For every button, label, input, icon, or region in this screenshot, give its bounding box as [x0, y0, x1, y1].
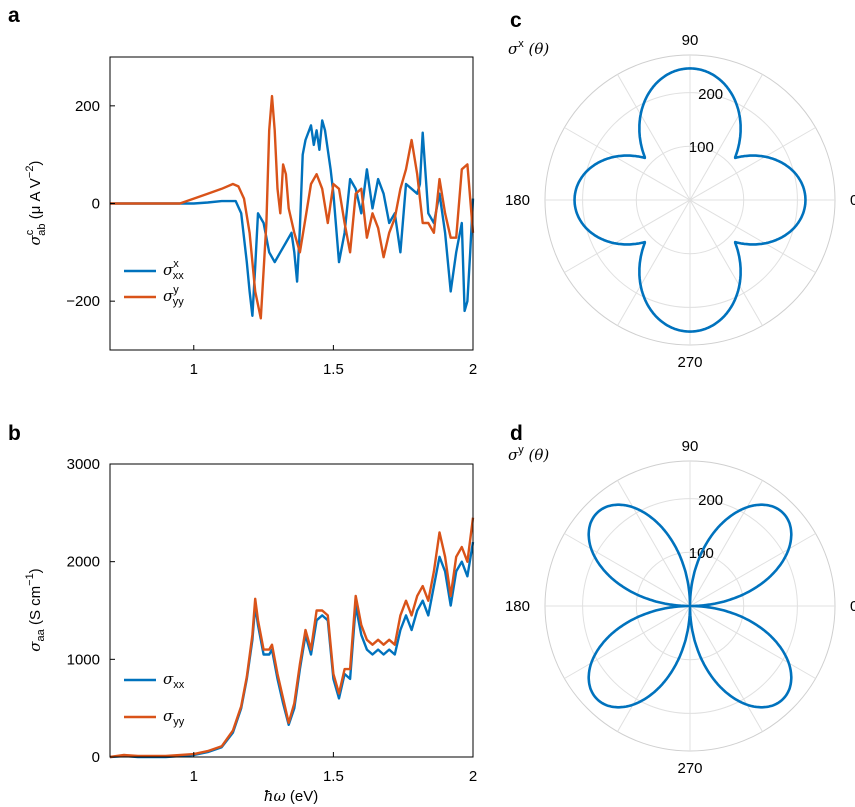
legend-a-orange-label: σy yy [163, 284, 184, 308]
panel-label-a: a [8, 4, 20, 27]
chart-b-legend: σxx σyy [124, 670, 185, 728]
chart-a-xtick-label: 1.5 [323, 361, 344, 378]
panel-label-d: d [510, 422, 523, 445]
chart-a-series-line-1 [110, 94, 475, 320]
chart-b-series-line-1 [109, 517, 475, 759]
chart-b-xtick-label: 1.5 [323, 768, 344, 785]
chart-b-ytick-label: 3000 [67, 456, 100, 473]
legend-b-blue-label: σxx [163, 670, 185, 691]
chart-b-ytick-label: 1000 [67, 651, 100, 668]
chart-c-angle-label: 180 [505, 192, 530, 209]
chart-a: 1 1.5 2 −200 0 200 σcab (μ A V−2) σx xx σy yy [24, 56, 477, 378]
chart-c-spoke [564, 127, 816, 273]
chart-a-ytick-label: 0 [92, 196, 100, 213]
legend-b-orange-label: σyy [163, 707, 185, 728]
chart-d-angle-label: 90 [682, 438, 699, 455]
chart-b-ticks: 1 1.5 2 0 1000 2000 3000 [67, 456, 478, 785]
chart-c-polar-curve [573, 67, 807, 333]
chart-b-xlabel: ħω (eV) [264, 787, 318, 805]
chart-c-title: σx (θ) [508, 38, 549, 58]
chart-d-title: σy (θ) [508, 444, 549, 464]
chart-b-ytick-label: 0 [92, 749, 100, 766]
chart-a-ytick-label: −200 [66, 293, 100, 310]
chart-b-ylabel: σaa (S cm−1) [24, 568, 47, 651]
chart-a-xtick-label: 2 [469, 361, 477, 378]
chart-c-ring-label: 100 [689, 139, 714, 156]
chart-b-xtick-label: 2 [469, 768, 477, 785]
chart-d-angle-label: 0 [850, 598, 855, 615]
legend-a-blue-label: σx xx [163, 258, 184, 282]
chart-d-ring-label: 200 [698, 492, 723, 509]
chart-a-legend: σx xx σy yy [124, 258, 184, 308]
chart-a-ytick-label: 200 [75, 98, 100, 115]
chart-a-xtick-label: 1 [190, 361, 198, 378]
chart-d-polar-curve [587, 503, 793, 709]
chart-b-xtick-label: 1 [190, 768, 198, 785]
chart-a-series [110, 94, 475, 320]
panel-label-c: c [510, 9, 522, 32]
chart-a-ylabel: σcab (μ A V−2) [24, 161, 48, 246]
chart-c: 100 200 0 90 180 270 σx (θ) [505, 32, 855, 371]
chart-c-angle-label: 0 [850, 192, 855, 209]
chart-a-ticks: 1 1.5 2 −200 0 200 [66, 98, 477, 378]
chart-c-grid: 100 200 0 90 180 270 [505, 32, 855, 371]
chart-c-angle-label: 90 [682, 32, 699, 49]
chart-b-frame [109, 463, 474, 758]
chart-c-ring-label: 200 [698, 86, 723, 103]
chart-d-curve [587, 503, 793, 709]
chart-d-angle-label: 270 [677, 760, 702, 777]
chart-c-curve [573, 67, 807, 333]
chart-b-ytick-label: 2000 [67, 554, 100, 571]
chart-d-angle-label: 180 [505, 598, 530, 615]
panel-label-b: b [8, 422, 21, 445]
chart-c-angle-label: 270 [677, 354, 702, 371]
chart-b-series [109, 517, 475, 759]
